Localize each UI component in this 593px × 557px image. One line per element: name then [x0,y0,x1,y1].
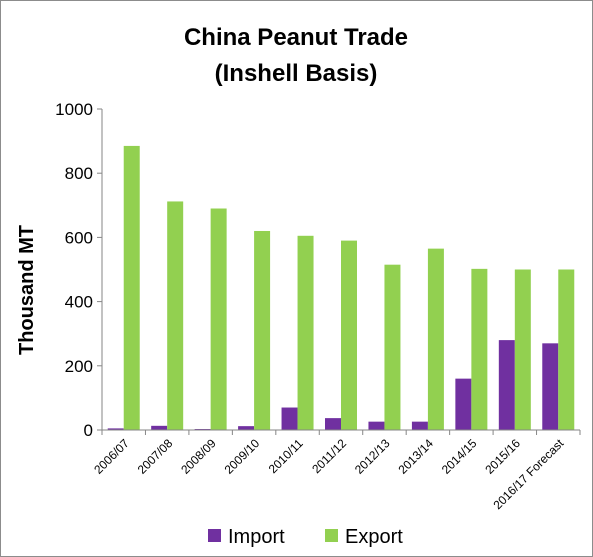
bar-export [471,268,488,430]
bar-import [151,425,168,430]
bar-export [427,248,444,430]
chart-title-line-2: (Inshell Basis) [215,60,378,87]
bar-import [281,407,298,430]
y-tick-label: 400 [65,293,93,312]
y-axis-ticks: 0 200 400 600 800 1000 [55,100,102,440]
bar-export [210,208,227,430]
x-tick-label: 2012/13 [352,436,393,477]
y-tick-label: 1000 [55,100,93,119]
bar-import [542,343,559,430]
x-tick-label: 2009/10 [222,436,263,477]
chart-title: China Peanut Trade (Inshell Basis) [184,24,408,87]
bar-export [384,264,401,430]
axes [101,109,581,435]
x-tick-label: 2015/16 [482,436,523,477]
bar-export [558,269,575,430]
legend-label-import: Import [228,526,285,548]
x-tick-label: 2006/07 [91,436,132,477]
bar-export [254,230,271,430]
bar-import [325,418,341,430]
bar-export [514,269,531,430]
y-tick-label: 200 [65,357,93,376]
bars [107,145,575,431]
legend-swatch-import [208,529,221,542]
legend-swatch-export [325,529,338,542]
bar-import [498,340,515,430]
legend: Import Export [208,526,403,548]
bar-import [107,428,124,430]
bar-export [167,201,184,430]
bar-export [341,240,357,430]
x-tick-label: 2014/15 [439,436,480,477]
bar-export [123,145,140,431]
chart-title-line-1: China Peanut Trade [184,24,408,51]
x-tick-label: 2010/11 [266,436,306,476]
bar-import [455,378,472,430]
y-tick-label: 600 [65,228,93,247]
y-tick-label: 0 [84,421,93,440]
x-tick-label: 2011/12 [309,436,349,476]
x-axis-ticks: 2006/07 2007/08 2008/09 2009/10 2010/11 2011/… [91,436,567,512]
bar-import [238,426,255,430]
bar-import [411,421,428,430]
x-tick-label: 2008/09 [178,436,219,477]
y-tick-label: 800 [65,164,93,183]
legend-label-export: Export [345,526,403,548]
x-tick-label: 2013/14 [395,436,436,477]
x-tick-label: 2007/08 [135,436,176,477]
bar-import [368,421,385,430]
y-axis-label: Thousand MT [16,225,38,355]
bar-export [297,235,314,430]
